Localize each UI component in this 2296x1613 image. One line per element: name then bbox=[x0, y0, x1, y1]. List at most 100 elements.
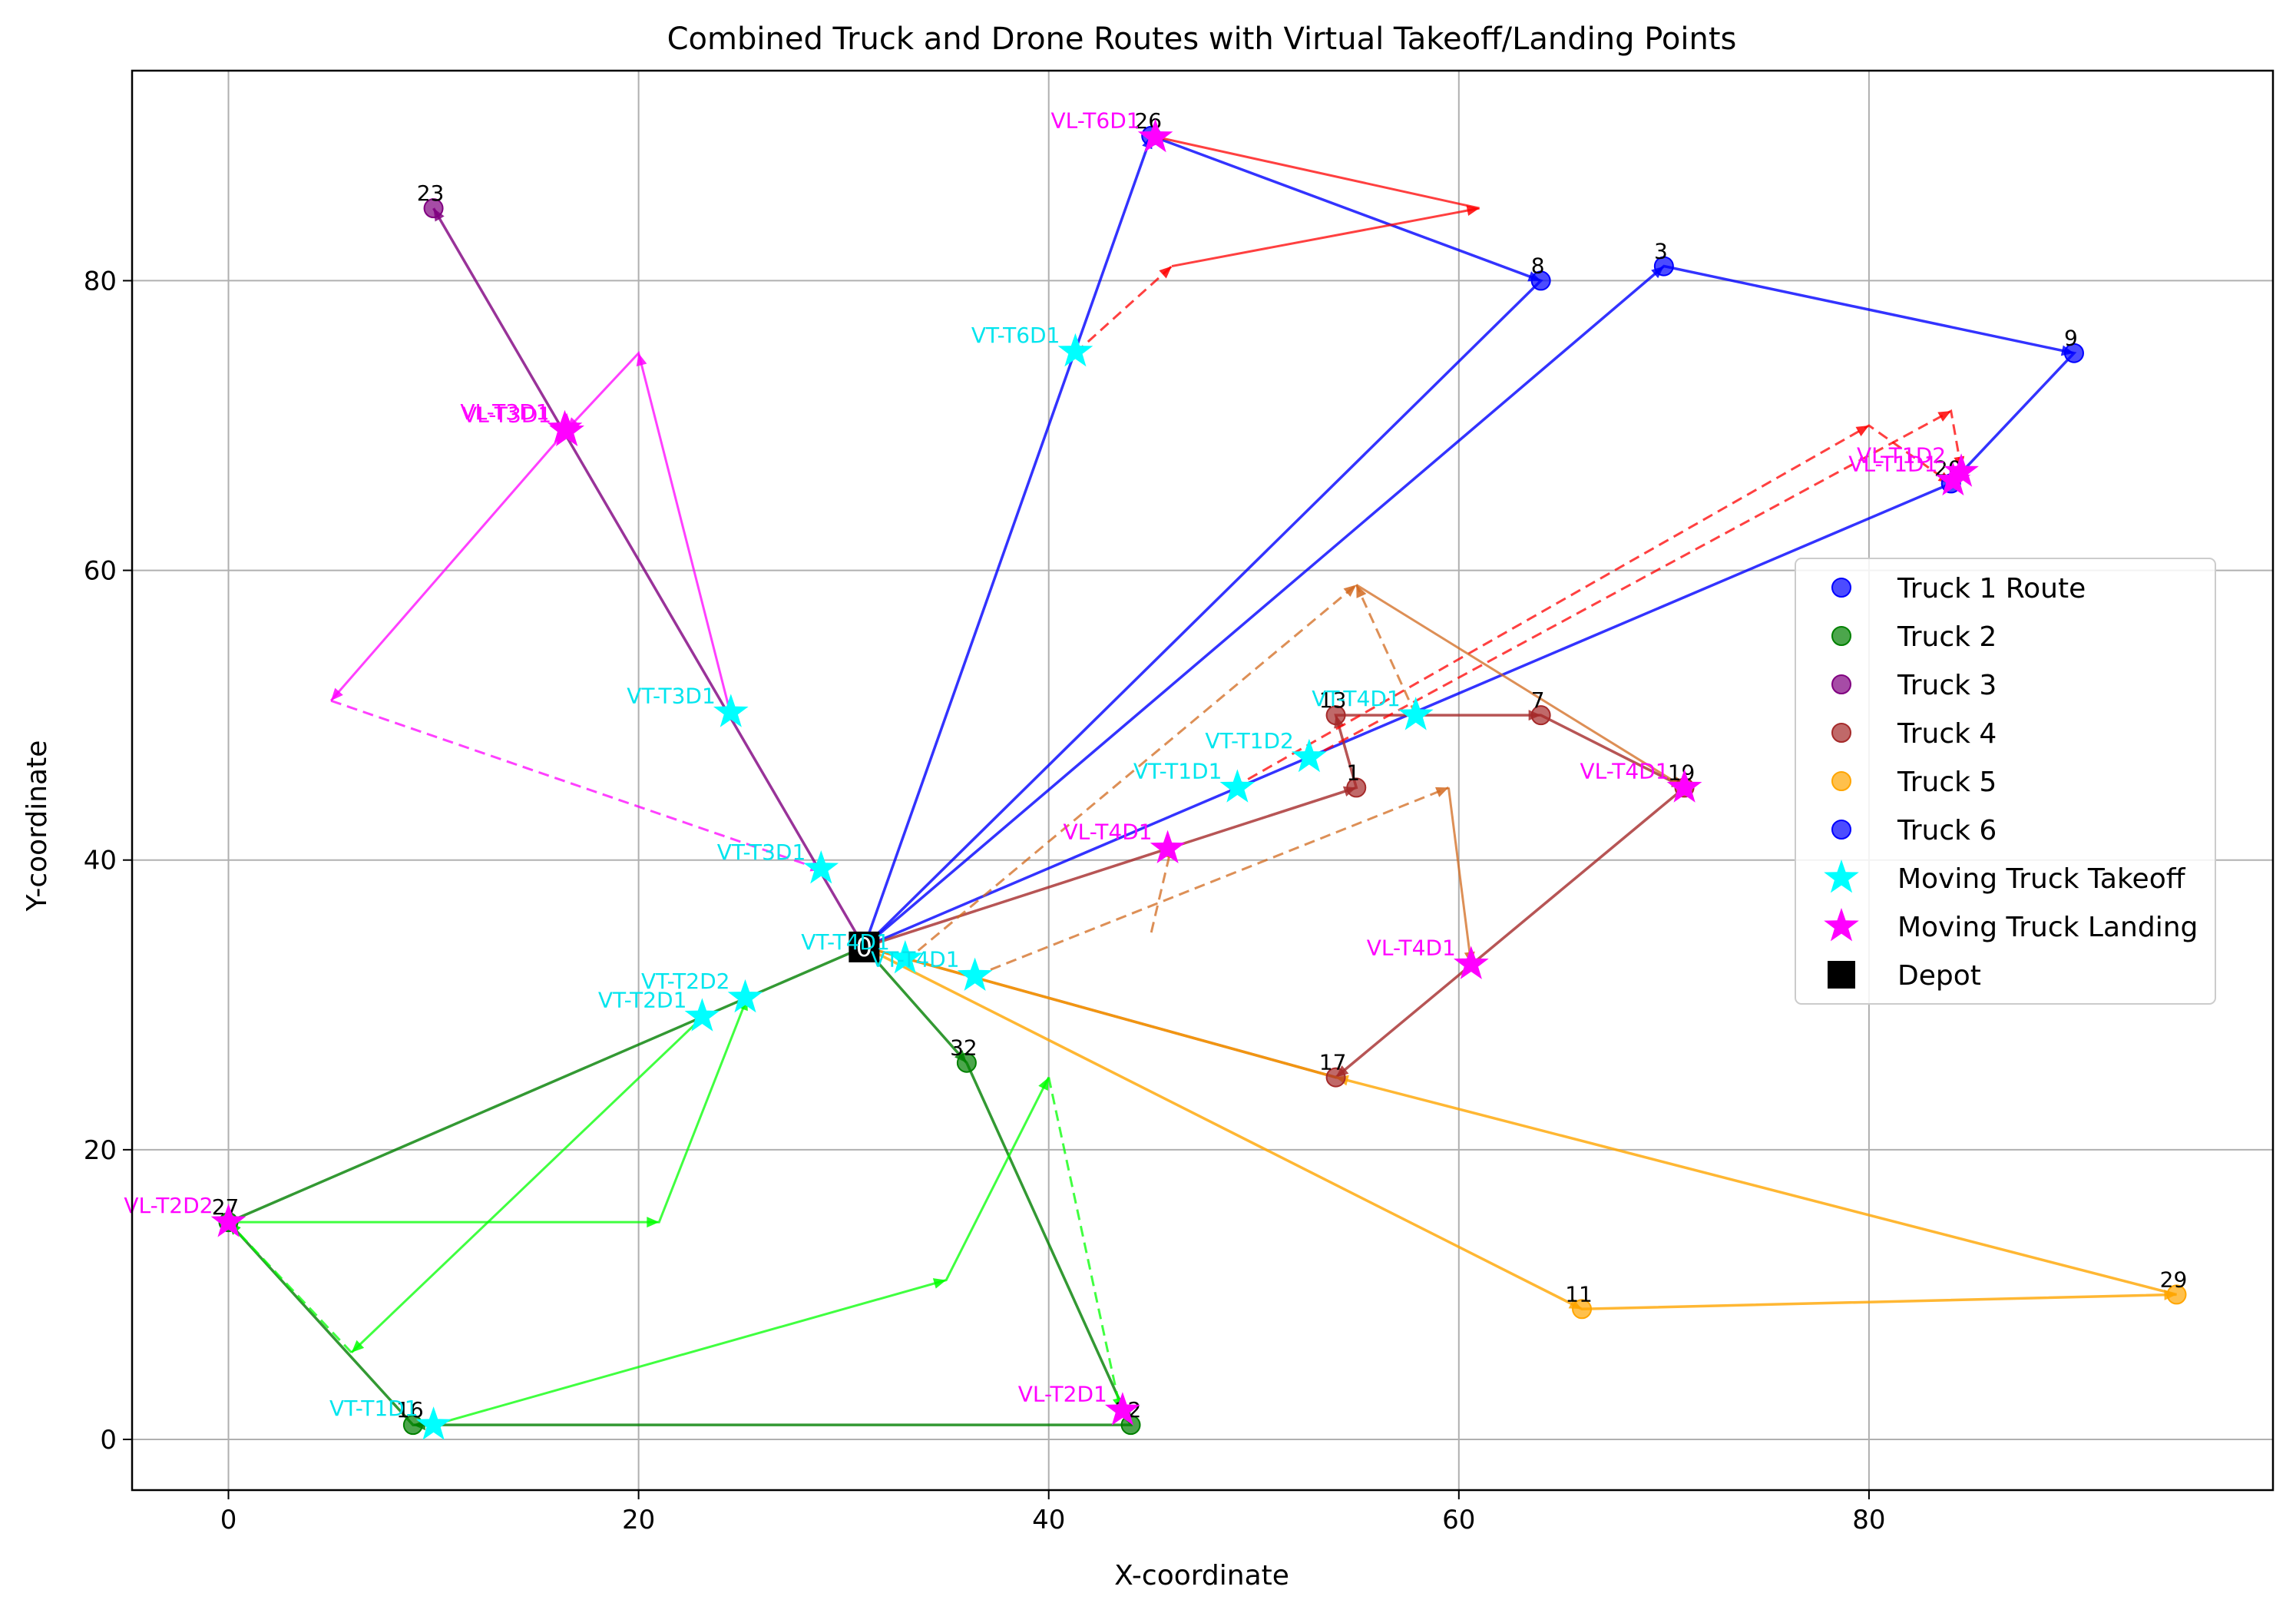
takeoff-label: VT-T2D2 bbox=[641, 969, 730, 994]
takeoff-star bbox=[727, 979, 763, 1013]
takeoff-star bbox=[1292, 738, 1327, 773]
drone-route-line bbox=[1355, 584, 1418, 716]
route-arrowhead bbox=[351, 1340, 365, 1353]
legend-circle-marker bbox=[1831, 674, 1851, 694]
node-label: 29 bbox=[2160, 1267, 2188, 1292]
takeoff-label: VT-T6D1 bbox=[971, 323, 1060, 348]
legend-label: Truck 4 bbox=[1897, 718, 1997, 750]
node-marker bbox=[1653, 256, 1674, 277]
plot-border bbox=[131, 69, 2274, 1492]
drone-route-line bbox=[329, 429, 568, 702]
drone-route-line bbox=[330, 699, 824, 872]
node-label: 9 bbox=[2064, 326, 2078, 351]
node-label: 13 bbox=[1319, 687, 1347, 713]
route-arrowhead bbox=[1855, 426, 1869, 437]
node-label: 7 bbox=[1531, 687, 1545, 713]
x-axis-label: X-coordinate bbox=[1114, 1560, 1289, 1591]
takeoff-star bbox=[415, 1406, 452, 1440]
drone-route-line bbox=[1150, 845, 1173, 933]
landing-label: VL-T4D1 bbox=[1367, 935, 1456, 960]
x-tick-label: 20 bbox=[622, 1505, 655, 1535]
legend-square-marker bbox=[1828, 961, 1855, 989]
takeoff-label: VT-T1D1 bbox=[329, 1396, 419, 1421]
route-arrowhead bbox=[1343, 585, 1357, 598]
route-arrowhead bbox=[331, 687, 343, 701]
node-marker bbox=[1346, 777, 1367, 798]
node-label: 3 bbox=[1654, 239, 1668, 264]
takeoff-label: VT-T1D1 bbox=[1133, 758, 1222, 783]
drone-route-line bbox=[904, 584, 1358, 962]
route-arrowhead bbox=[636, 353, 647, 366]
takeoff-star bbox=[803, 850, 839, 884]
node-marker bbox=[1120, 1415, 1141, 1436]
legend-box bbox=[1795, 558, 2216, 1005]
y-tick-label: 80 bbox=[84, 266, 117, 296]
node-label: 16 bbox=[396, 1397, 424, 1423]
takeoff-star bbox=[684, 998, 720, 1032]
node-marker bbox=[2166, 1284, 2187, 1305]
legend-label: Truck 6 bbox=[1897, 815, 1997, 846]
landing-label: VL-T2D2 bbox=[124, 1193, 213, 1218]
legend-label: Truck 1 Route bbox=[1897, 573, 2086, 604]
drone-route-line bbox=[1447, 787, 1473, 965]
takeoff-label: VT-T3D1 bbox=[717, 840, 806, 865]
node-label: 23 bbox=[417, 181, 445, 206]
axis-ticks: 0 20 40 60 80 0 20 40 60 80 bbox=[84, 266, 1886, 1535]
chart-title: Combined Truck and Drone Routes with Vir… bbox=[667, 22, 1737, 57]
depot-marker bbox=[849, 931, 880, 962]
x-tick-label: 40 bbox=[1032, 1505, 1065, 1535]
node-marker bbox=[1325, 1067, 1346, 1088]
takeoff-star bbox=[1219, 769, 1256, 803]
y-tick-label: 40 bbox=[84, 846, 117, 876]
takeoff-star bbox=[957, 957, 993, 991]
node-label: 11 bbox=[1565, 1281, 1593, 1307]
node-marker bbox=[1572, 1299, 1593, 1320]
drone-route-line bbox=[350, 1018, 701, 1353]
truck-route-line bbox=[862, 134, 1543, 949]
node-label: 8 bbox=[1531, 253, 1545, 278]
y-tick-label: 20 bbox=[84, 1135, 117, 1166]
node-marker bbox=[1530, 270, 1551, 291]
depot-label: 0 bbox=[856, 932, 873, 963]
node-label: 1 bbox=[1346, 760, 1360, 785]
takeoff-star bbox=[888, 939, 923, 974]
takeoff-star bbox=[1057, 333, 1093, 367]
node-marker bbox=[1325, 705, 1346, 726]
plot-frame bbox=[131, 69, 2274, 1492]
landing-label: VL-T6D1 bbox=[1050, 108, 1140, 134]
legend-star-marker bbox=[1824, 908, 1859, 942]
route-arrowhead bbox=[1038, 1077, 1049, 1091]
legend-circle-marker bbox=[1831, 578, 1851, 598]
node-marker bbox=[423, 198, 444, 219]
y-tick-label: 60 bbox=[84, 556, 117, 587]
legend-circle-marker bbox=[1831, 771, 1851, 791]
legend-star-marker bbox=[1824, 859, 1859, 893]
legend-label: Truck 2 bbox=[1897, 621, 1997, 653]
takeoff-star bbox=[713, 694, 749, 727]
landing-star bbox=[1150, 830, 1186, 863]
landing-label: VL-T3D1 bbox=[460, 399, 549, 425]
landing-star bbox=[1935, 462, 1971, 496]
route-arrowhead bbox=[932, 1278, 947, 1289]
takeoff-star bbox=[1398, 697, 1434, 730]
legend-circle-marker bbox=[1831, 723, 1851, 743]
landing-star bbox=[1137, 118, 1173, 153]
landing-star bbox=[549, 412, 584, 446]
drone-route-line bbox=[1074, 265, 1173, 354]
y-tick-label: 0 bbox=[100, 1425, 117, 1456]
landing-label: VL-T2D1 bbox=[1018, 1381, 1107, 1406]
landing-label: VL-T4D1 bbox=[1064, 820, 1153, 845]
legend-label: Truck 5 bbox=[1897, 767, 1997, 798]
takeoff-label: VT-T3D1 bbox=[627, 683, 716, 708]
landing-star bbox=[1454, 946, 1489, 979]
node-label: 17 bbox=[1319, 1050, 1347, 1075]
legend-label: Truck 3 bbox=[1897, 670, 1997, 701]
x-tick-label: 0 bbox=[220, 1505, 237, 1535]
route-arrowhead bbox=[647, 1217, 660, 1228]
landing-label: VL-T3D1 bbox=[462, 402, 551, 428]
legend: Truck 1 Route Truck 2 Truck 3 Truck 4 Truck … bbox=[1795, 558, 2216, 1005]
legend-label: Moving Truck Takeoff bbox=[1897, 863, 2186, 895]
takeoff-label: VT-T2D1 bbox=[598, 987, 687, 1012]
landing-label: VL-T1D2 bbox=[1857, 442, 1946, 468]
